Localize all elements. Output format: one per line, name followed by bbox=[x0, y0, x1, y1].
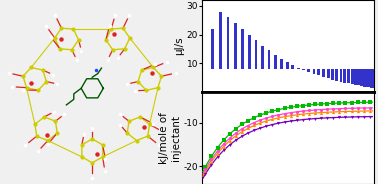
Bar bbox=[255, 40, 257, 69]
Bar bbox=[357, 69, 360, 85]
Bar bbox=[313, 69, 315, 74]
Bar bbox=[336, 69, 338, 81]
Bar bbox=[368, 69, 371, 87]
Bar bbox=[322, 69, 325, 77]
Bar bbox=[297, 68, 300, 69]
Bar bbox=[347, 69, 350, 83]
Bar bbox=[370, 69, 373, 88]
Bar bbox=[307, 69, 310, 72]
Bar bbox=[318, 69, 320, 75]
Bar bbox=[219, 11, 222, 69]
Bar bbox=[302, 69, 305, 70]
Bar bbox=[274, 55, 277, 69]
Bar bbox=[354, 69, 357, 85]
Bar bbox=[339, 69, 342, 82]
Bar bbox=[227, 17, 229, 69]
Bar bbox=[248, 35, 251, 69]
Bar bbox=[211, 29, 214, 69]
Bar bbox=[261, 46, 264, 69]
Bar bbox=[360, 69, 363, 86]
Bar bbox=[372, 69, 375, 88]
Bar bbox=[291, 65, 294, 69]
Bar bbox=[241, 29, 244, 69]
Bar bbox=[286, 62, 289, 69]
Bar bbox=[280, 59, 283, 69]
Bar bbox=[366, 69, 368, 87]
Bar bbox=[234, 23, 237, 69]
Y-axis label: kJ/mole of
injectant: kJ/mole of injectant bbox=[159, 112, 181, 164]
Bar bbox=[331, 69, 334, 80]
Bar bbox=[363, 69, 366, 86]
Bar bbox=[351, 69, 353, 84]
Bar bbox=[268, 50, 270, 69]
Bar bbox=[344, 69, 346, 82]
Y-axis label: μJ/s: μJ/s bbox=[174, 37, 184, 55]
Bar bbox=[327, 69, 330, 79]
